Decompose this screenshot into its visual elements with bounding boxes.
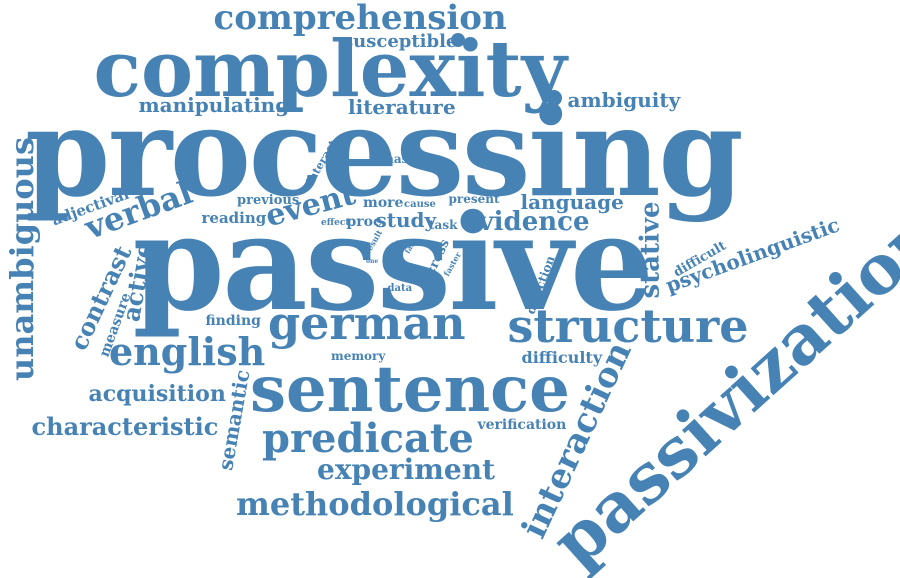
word-task: task <box>429 218 458 232</box>
word-previous: previous <box>237 192 300 208</box>
word-effect: effect <box>321 217 350 228</box>
word-predicate: predicate <box>262 415 474 462</box>
word-experiment: experiment <box>317 453 496 486</box>
word-comprehension: comprehension <box>213 0 507 38</box>
word-present: present <box>448 192 500 206</box>
word-german: german <box>268 296 466 350</box>
word-difficulty: difficulty <box>521 348 603 367</box>
word-english: english <box>109 329 266 374</box>
word-complexity: complexity <box>93 24 567 115</box>
accent-dot <box>451 33 465 47</box>
word-characteristic: characteristic <box>31 412 219 441</box>
word-study: study <box>375 208 437 232</box>
word-aphasia: aphasia <box>369 152 421 166</box>
word-evidence: evidence <box>462 207 590 237</box>
word-literature: literature <box>348 95 456 119</box>
word-methodological: methodological <box>236 485 514 523</box>
word-structure: structure <box>507 299 749 353</box>
word-data: data <box>387 283 413 294</box>
word-processing: processing <box>25 80 744 224</box>
word-verification: verification <box>477 417 567 433</box>
word-acquisition: acquisition <box>88 381 226 407</box>
word-unambiguous: unambiguous <box>2 137 41 381</box>
word-finding: finding <box>205 313 261 329</box>
word-passive: passive <box>132 186 654 341</box>
word-susceptible: susceptible <box>343 31 458 52</box>
word-more: more <box>363 195 404 211</box>
word-language: language <box>520 190 624 214</box>
word-memory: memory <box>331 349 386 363</box>
accent-dot <box>546 90 562 106</box>
word-ambiguity: ambiguity <box>567 88 681 112</box>
word-manipulating: manipulating <box>138 93 290 117</box>
word-sentence: sentence <box>250 352 570 427</box>
word-one: one <box>366 258 379 265</box>
word-proc: proc <box>346 214 382 230</box>
word-reading: reading <box>201 208 267 227</box>
word-cause: cause <box>404 199 436 210</box>
